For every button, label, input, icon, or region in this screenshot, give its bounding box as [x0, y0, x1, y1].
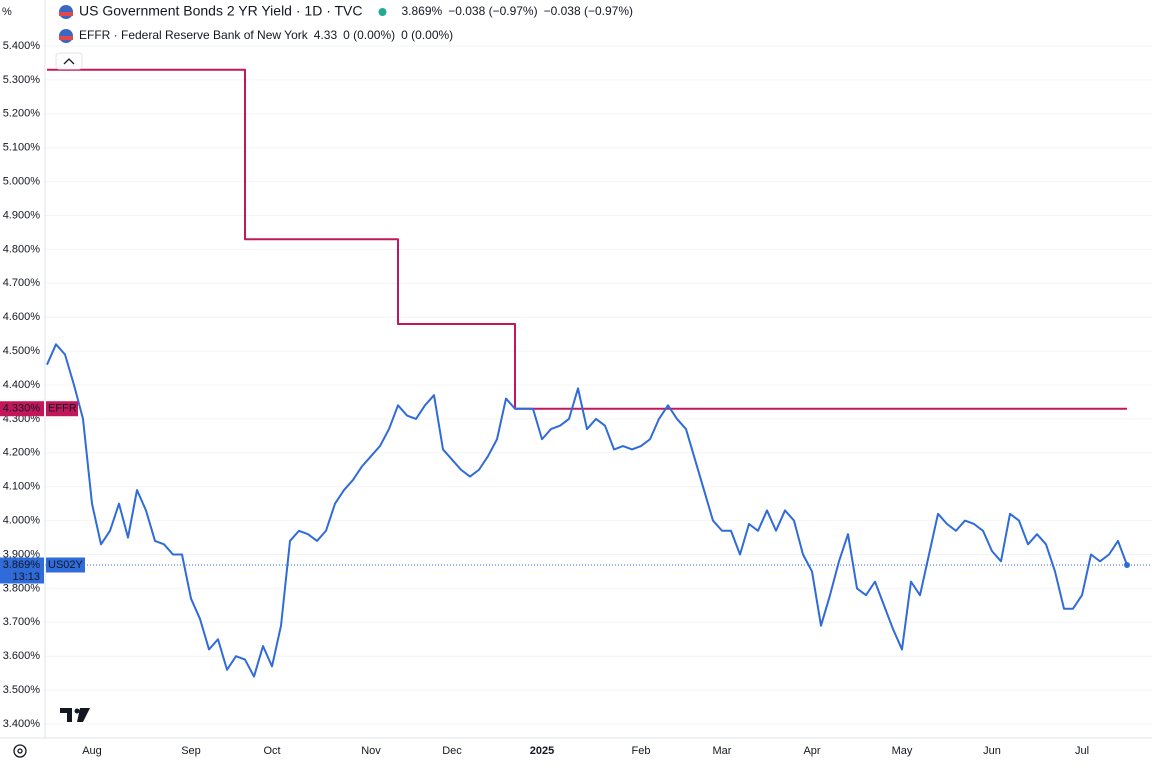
y-tick-label: 5.300% — [3, 74, 41, 86]
legend-value: 0 (0.00%) — [343, 28, 395, 42]
legend-icon-stripes — [59, 36, 73, 40]
legend-name: EFFR · Federal Reserve Bank of New York — [79, 28, 309, 42]
y-tick-label: 4.000% — [3, 515, 41, 527]
status-dot — [378, 8, 387, 16]
x-tick-label: Oct — [263, 745, 280, 757]
y-tick-label: 4.200% — [3, 447, 41, 459]
legend-value: −0.038 (−0.97%) — [544, 4, 633, 18]
x-tick-label: Mar — [713, 745, 732, 757]
y-tick-label: 4.400% — [3, 379, 41, 391]
y-tick-label: 5.200% — [3, 108, 41, 120]
x-tick-label: Feb — [632, 745, 651, 757]
legend-value: 3.869% — [402, 4, 443, 18]
price-tag — [0, 401, 44, 417]
legend-value: 4.33 — [314, 28, 338, 42]
y-tick-label: 4.600% — [3, 311, 41, 323]
legend-icon-stripes — [59, 12, 73, 16]
collapse-button[interactable] — [55, 52, 83, 70]
x-tick-label: May — [892, 745, 913, 757]
y-tick-label: 5.100% — [3, 142, 41, 154]
series-tag — [46, 557, 85, 573]
y-tick-label: 4.100% — [3, 481, 41, 493]
tv-logo — [60, 708, 90, 722]
collapse-icon — [63, 58, 75, 65]
y-tick-label: 4.700% — [3, 277, 41, 289]
unit-label: % — [2, 6, 12, 18]
series-line — [47, 68, 1127, 410]
series-tag-label: US02Y — [48, 559, 84, 571]
price-tag-value: 4.330% — [3, 403, 41, 415]
x-tick-label: Aug — [82, 745, 102, 757]
y-tick-label: 5.000% — [3, 176, 41, 188]
y-tick-label: 4.800% — [3, 243, 41, 255]
price-tag-value: 3.869% — [3, 559, 41, 571]
x-tick-label: Jul — [1075, 745, 1089, 757]
x-tick-label: Dec — [442, 745, 462, 757]
series-tag-label: EFFR — [48, 403, 77, 415]
series-tag — [46, 401, 78, 417]
y-tick-label: 3.700% — [3, 616, 41, 628]
x-tick-label: Nov — [361, 745, 381, 757]
price-tag — [0, 557, 44, 584]
settings-button[interactable] — [13, 744, 27, 758]
x-tick-label: Sep — [181, 745, 201, 757]
grid — [45, 45, 1152, 725]
marks — [45, 68, 1152, 678]
y-tick-label: 3.500% — [3, 684, 41, 696]
y-tick-label: 5.400% — [3, 40, 41, 52]
legend: US Government Bonds 2 YR Yield · 1D · TV… — [59, 3, 633, 43]
y-tick-label: 3.800% — [3, 582, 41, 594]
x-tick-label: Jun — [983, 745, 1001, 757]
legend-name: US Government Bonds 2 YR Yield · 1D · TV… — [79, 3, 363, 19]
y-tick-label: 3.600% — [3, 650, 41, 662]
legend-value: 0 (0.00%) — [401, 28, 453, 42]
x-tick-label: 2025 — [530, 745, 554, 757]
y-tick-label: 4.900% — [3, 209, 41, 221]
legend-value: −0.038 (−0.97%) — [448, 4, 537, 18]
series-line — [46, 343, 1128, 678]
countdown: 13:13 — [12, 571, 40, 583]
x-tick-label: Apr — [803, 745, 820, 757]
y-tick-label: 3.900% — [3, 548, 41, 560]
last-point — [1124, 562, 1130, 569]
y-tick-label: 3.400% — [3, 718, 41, 730]
y-tick-label: 4.500% — [3, 345, 41, 357]
unit-box — [0, 0, 44, 24]
